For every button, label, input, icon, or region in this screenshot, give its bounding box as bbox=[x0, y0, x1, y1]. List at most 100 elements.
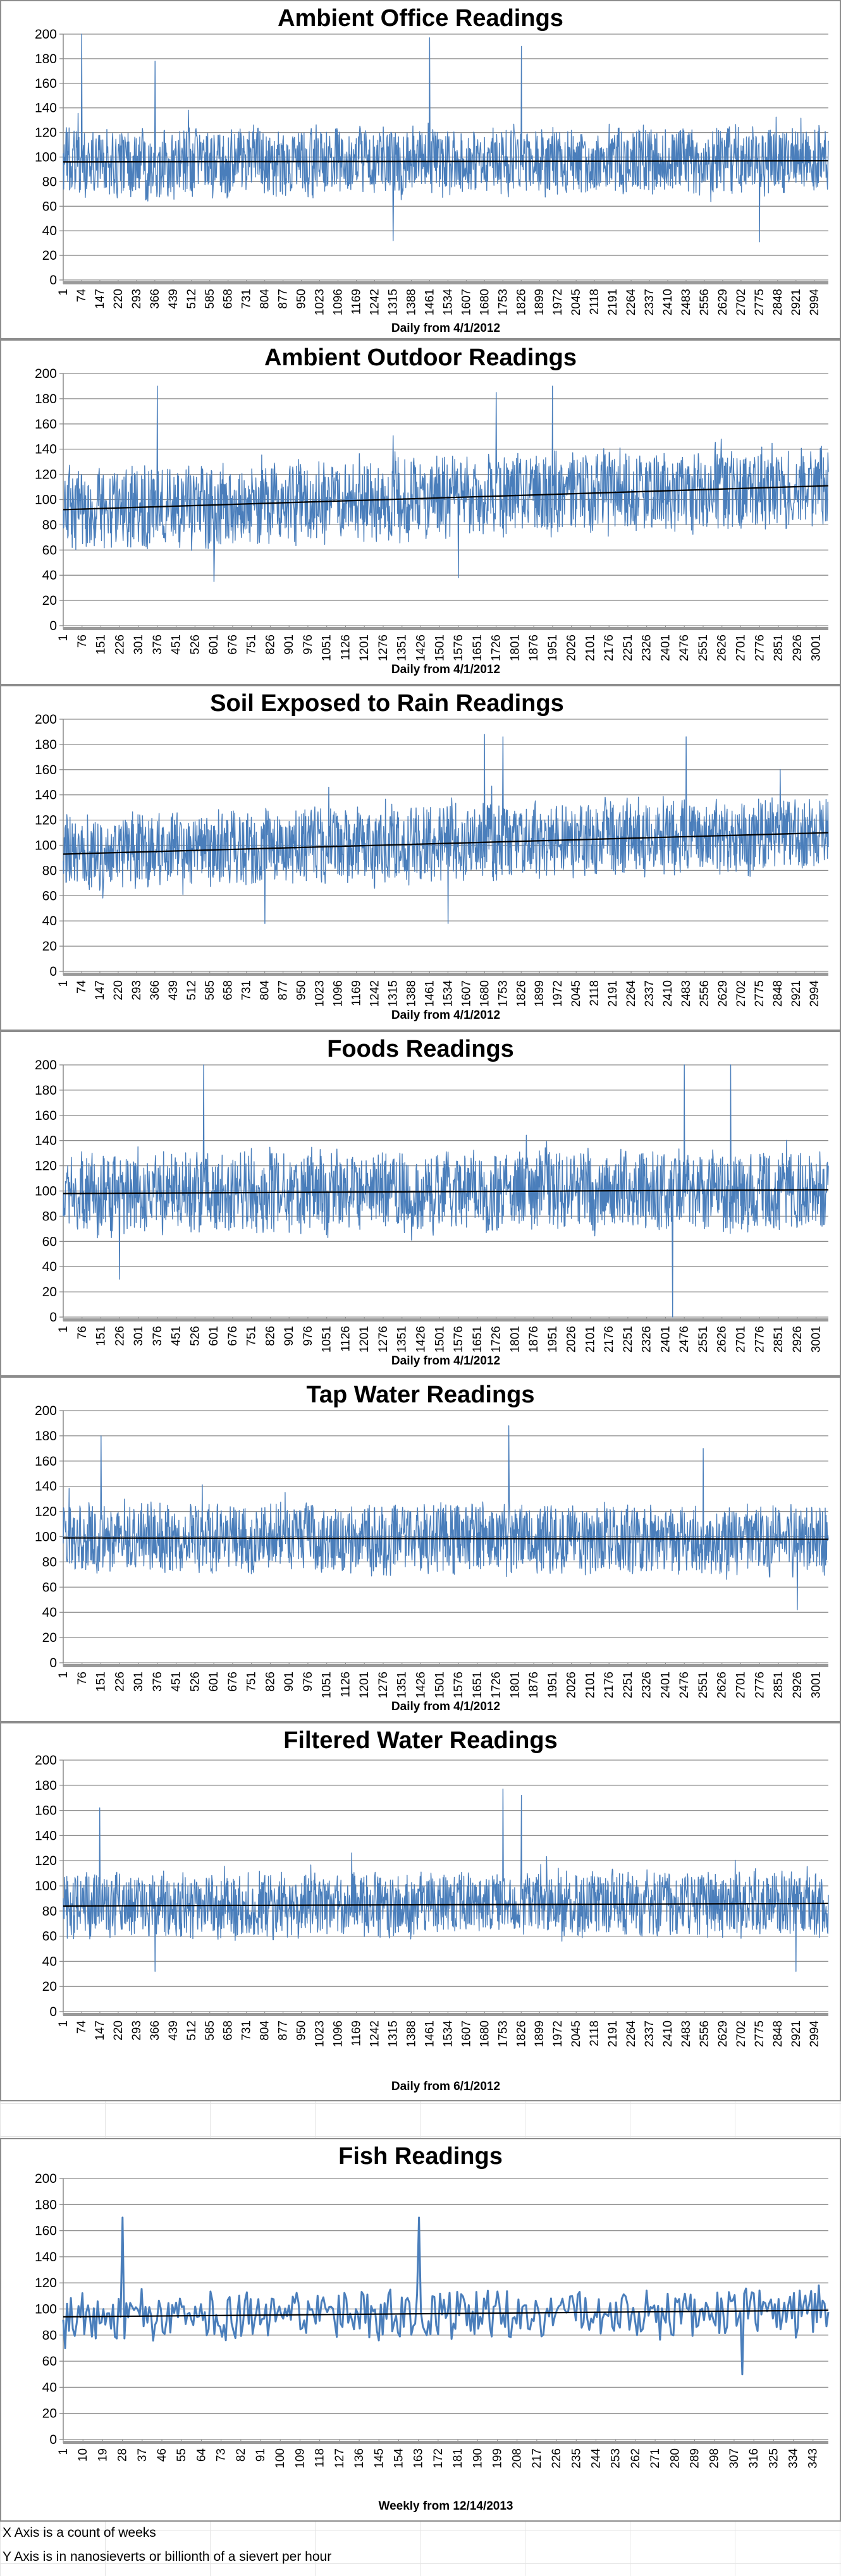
chart-ambient-office[interactable]: 0 20 40 60 80 100 120 140 160 180 200 1 74 147 220 293 3… bbox=[0, 0, 841, 339]
x-axis-band bbox=[63, 2441, 828, 2444]
y-tick-label: 60 bbox=[42, 889, 57, 903]
x-tick-label: 826 bbox=[264, 1672, 277, 1692]
x-tick-label: 1388 bbox=[405, 289, 418, 315]
y-tick-label: 100 bbox=[35, 150, 57, 165]
chart-foods[interactable]: 0 20 40 60 80 100 120 140 160 180 200 1 76 151 226 301 3… bbox=[0, 1031, 841, 1376]
y-tick-label: 20 bbox=[42, 1979, 57, 1994]
x-tick-label: 950 bbox=[295, 980, 309, 1000]
x-tick-label: 235 bbox=[570, 2448, 583, 2469]
x-tick-label: 451 bbox=[170, 1672, 183, 1692]
x-tick-label: 1534 bbox=[441, 980, 455, 1007]
y-tick-label: 80 bbox=[42, 863, 57, 878]
x-tick-label: 2775 bbox=[753, 2020, 766, 2047]
y-tick-label: 20 bbox=[42, 1631, 57, 1645]
chart-svg: 0 20 40 60 80 100 120 140 160 180 200 1 74 147 220 293 3… bbox=[35, 712, 829, 1007]
x-tick-label: 1201 bbox=[358, 1672, 371, 1698]
y-tick-label: 60 bbox=[42, 1234, 57, 1249]
trend-line bbox=[63, 1537, 829, 1540]
x-tick-label: 676 bbox=[226, 1326, 240, 1346]
series-line bbox=[63, 1425, 829, 1610]
y-tick-label: 120 bbox=[35, 2276, 57, 2290]
y-tick-label: 0 bbox=[49, 619, 57, 633]
x-tick-label: 298 bbox=[708, 2448, 721, 2469]
x-tick-label: 37 bbox=[136, 2448, 149, 2462]
x-tick-label: 2337 bbox=[643, 2020, 656, 2047]
chart-ambient-outdoor[interactable]: 0 20 40 60 80 100 120 140 160 180 200 1 76 151 226 301 3… bbox=[0, 339, 841, 685]
x-tick-label: 2701 bbox=[734, 1326, 747, 1352]
x-tick-label: 1826 bbox=[515, 2020, 528, 2047]
x-tick-label: 585 bbox=[204, 980, 217, 1000]
x-tick-label: 2476 bbox=[678, 635, 691, 661]
x-tick-label: 76 bbox=[76, 1326, 89, 1339]
y-tick-label: 40 bbox=[42, 2380, 57, 2395]
x-tick-label: 1826 bbox=[515, 980, 528, 1007]
x-tick-label: 1351 bbox=[396, 635, 409, 661]
x-tick-label: 2191 bbox=[606, 980, 620, 1007]
x-tick-label: 73 bbox=[215, 2448, 228, 2462]
chart-fish[interactable]: 0 20 40 60 80 100 120 140 160 180 200 1 10 19 28 37 46 55… bbox=[0, 2138, 841, 2522]
x-tick-label: 2483 bbox=[680, 289, 693, 315]
x-tick-label: 2629 bbox=[716, 980, 730, 1007]
chart-title: Fish Readings bbox=[338, 2143, 503, 2170]
x-tick-label: 1276 bbox=[377, 1672, 390, 1698]
x-tick-label: 2118 bbox=[588, 980, 601, 1006]
x-tick-label: 2556 bbox=[698, 2020, 711, 2047]
x-tick-label: 1726 bbox=[490, 1672, 503, 1698]
x-tick-label: 1726 bbox=[490, 635, 503, 661]
x-tick-label: 2775 bbox=[753, 980, 766, 1007]
chart-soil-exposed-to-rain[interactable]: 0 20 40 60 80 100 120 140 160 180 200 1 74 147 220 293 3… bbox=[0, 685, 841, 1031]
x-tick-label: 2191 bbox=[606, 289, 620, 315]
x-tick-label: 751 bbox=[245, 635, 259, 655]
x-tick-label: 253 bbox=[610, 2448, 623, 2469]
chart-filtered-water[interactable]: 0 20 40 60 80 100 120 140 160 180 200 1 74 147 220 293 3… bbox=[0, 1722, 841, 2101]
chart-tap-water[interactable]: 0 20 40 60 80 100 120 140 160 180 200 1 76 151 226 301 3… bbox=[0, 1376, 841, 1722]
y-tick-label: 200 bbox=[35, 2172, 57, 2186]
chart-x-axis-label: Daily from 4/1/2012 bbox=[391, 1009, 501, 1022]
y-tick-label: 20 bbox=[42, 1285, 57, 1299]
footnote-x-axis: X Axis is a count of weeks bbox=[3, 2525, 156, 2540]
x-tick-label: 526 bbox=[188, 1672, 202, 1692]
x-tick-label: 293 bbox=[130, 289, 144, 309]
x-tick-label: 220 bbox=[112, 2020, 125, 2041]
x-tick-label: 316 bbox=[747, 2448, 761, 2469]
x-tick-label: 1051 bbox=[321, 635, 334, 661]
y-tick-label: 40 bbox=[42, 1954, 57, 1969]
x-tick-label: 1426 bbox=[415, 1672, 428, 1698]
x-tick-label: 76 bbox=[76, 635, 89, 648]
y-tick-label: 80 bbox=[42, 1555, 57, 1569]
x-tick-label: 658 bbox=[222, 980, 235, 1000]
x-tick-label: 439 bbox=[167, 980, 180, 1000]
chart-svg: 0 20 40 60 80 100 120 140 160 180 200 1 76 151 226 301 3… bbox=[35, 1404, 829, 1698]
y-tick-label: 20 bbox=[42, 593, 57, 608]
x-tick-label: 1315 bbox=[386, 980, 400, 1007]
x-tick-label: 1426 bbox=[415, 1326, 428, 1352]
x-tick-label: 1951 bbox=[546, 1326, 560, 1352]
x-tick-label: 1096 bbox=[332, 980, 345, 1007]
trend-line bbox=[63, 1189, 829, 1194]
chart-x-axis-label: Daily from 6/1/2012 bbox=[391, 2080, 501, 2093]
x-tick-label: 512 bbox=[185, 2020, 199, 2041]
y-tick-label: 40 bbox=[42, 1260, 57, 1274]
x-tick-label: 220 bbox=[112, 289, 125, 309]
x-tick-label: 2551 bbox=[697, 635, 710, 661]
y-tick-label: 100 bbox=[35, 1530, 57, 1545]
x-tick-label: 1 bbox=[57, 2448, 70, 2455]
x-tick-label: 1576 bbox=[452, 1326, 465, 1352]
chart-title: Tap Water Readings bbox=[306, 1382, 535, 1408]
y-tick-label: 200 bbox=[35, 1058, 57, 1072]
x-tick-label: 1315 bbox=[386, 289, 400, 315]
x-tick-label: 136 bbox=[353, 2448, 366, 2469]
chart-x-axis-label: Daily from 4/1/2012 bbox=[391, 1700, 501, 1713]
x-tick-label: 376 bbox=[151, 635, 164, 655]
chart-x-axis-label: Daily from 4/1/2012 bbox=[391, 322, 501, 335]
series-line bbox=[63, 1064, 829, 1318]
x-tick-label: 2264 bbox=[625, 2020, 638, 2048]
x-tick-label: 1 bbox=[57, 980, 70, 987]
x-tick-label: 1972 bbox=[551, 2020, 565, 2047]
x-tick-label: 2483 bbox=[680, 2020, 693, 2047]
y-tick-label: 0 bbox=[49, 964, 57, 979]
chart-title: Foods Readings bbox=[327, 1036, 514, 1062]
x-tick-label: 2629 bbox=[716, 289, 730, 315]
x-tick-label: 2775 bbox=[753, 289, 766, 315]
x-tick-label: 950 bbox=[295, 2020, 309, 2041]
